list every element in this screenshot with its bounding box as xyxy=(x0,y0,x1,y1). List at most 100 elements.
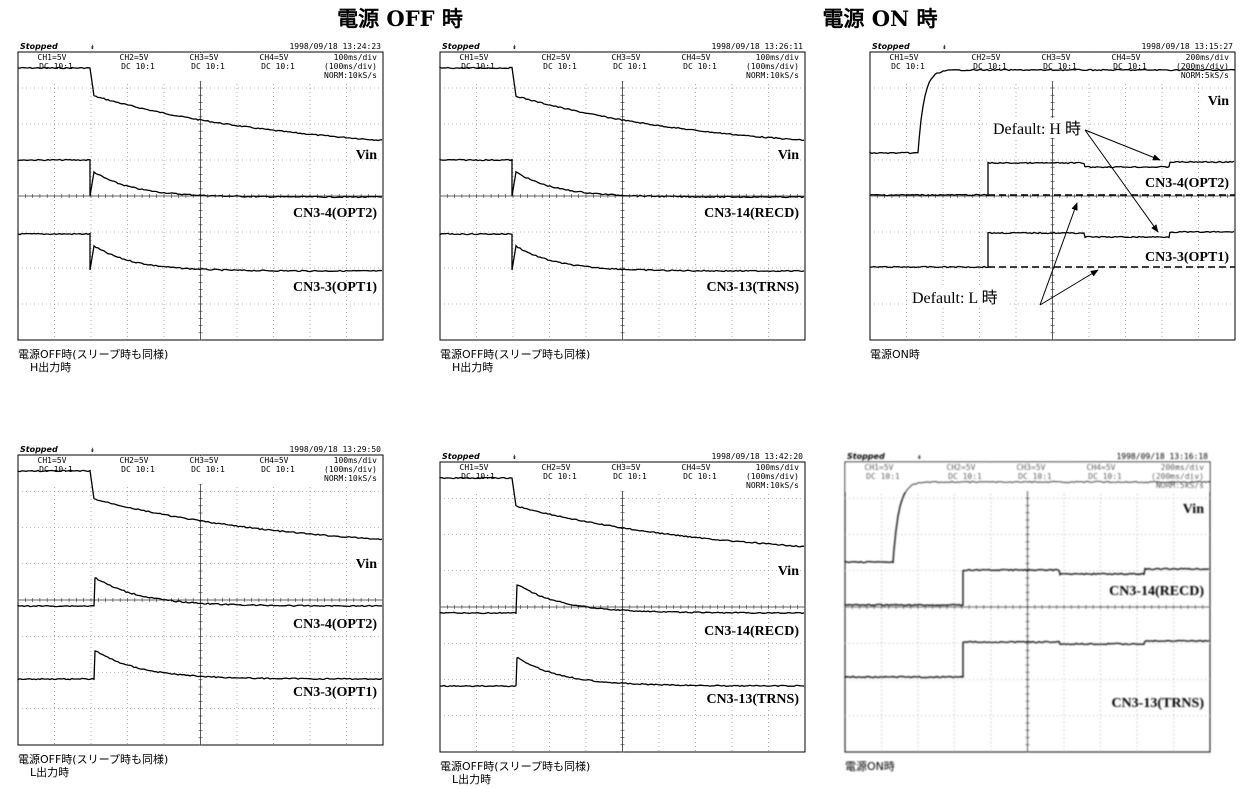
signal-label: CN3-14(RECD) xyxy=(704,624,799,639)
timestamp: 1998/09/18 13:16:18 xyxy=(1116,452,1208,461)
heading: 電源 ON 時 xyxy=(822,6,937,31)
timebase: 200ms/div xyxy=(1161,463,1205,472)
trigger-icon: ↡ xyxy=(512,42,517,51)
channel-scale: CH1=5V xyxy=(865,463,894,472)
channel-probe: DC 10:1 xyxy=(613,62,647,71)
trigger-icon: ↡ xyxy=(512,452,517,461)
status: Stopped xyxy=(442,452,480,461)
channel-scale: CH4=5V xyxy=(1087,463,1116,472)
caption: H出力時 xyxy=(452,361,493,374)
caption: 電源ON時 xyxy=(870,347,920,361)
channel-scale: CH2=5V xyxy=(947,463,976,472)
signal-label: Vin xyxy=(356,557,377,572)
signal-label: CN3-13(TRNS) xyxy=(1111,696,1204,711)
signal-label: CN3-3(OPT1) xyxy=(293,280,377,295)
timestamp: 1998/09/18 13:24:23 xyxy=(289,42,381,51)
caption: 電源OFF時(スリープ時も同様) xyxy=(440,347,590,361)
channel-probe: DC 10:1 xyxy=(121,62,155,71)
channel-scale: CH4=5V xyxy=(260,456,289,465)
channel-scale: CH2=5V xyxy=(120,53,149,62)
channel-probe: DC 10:1 xyxy=(191,465,225,474)
timebase: 100ms/div xyxy=(334,456,378,465)
trigger-icon: ↡ xyxy=(942,42,947,51)
signal-label: CN3-3(OPT1) xyxy=(293,685,377,700)
channel-scale: CH2=5V xyxy=(972,53,1001,62)
channel-probe: DC 10:1 xyxy=(39,62,73,71)
caption: H出力時 xyxy=(30,361,71,374)
heading: 電源 OFF 時 xyxy=(337,6,463,31)
signal-label: CN3-13(TRNS) xyxy=(706,280,799,295)
timebase: (100ms/div) xyxy=(746,62,799,71)
channel-probe: DC 10:1 xyxy=(543,472,577,481)
annotation-arrow xyxy=(1040,270,1098,305)
channel-scale: CH2=5V xyxy=(542,53,571,62)
timebase: 200ms/div xyxy=(1186,53,1230,62)
channel-probe: DC 10:1 xyxy=(191,62,225,71)
channel-scale: CH4=5V xyxy=(682,463,711,472)
channel-probe: DC 10:1 xyxy=(683,62,717,71)
channel-probe: DC 10:1 xyxy=(261,62,295,71)
channel-probe: DC 10:1 xyxy=(461,472,495,481)
channel-scale: CH4=5V xyxy=(260,53,289,62)
waveform xyxy=(440,159,804,197)
status: Stopped xyxy=(847,452,885,461)
caption: 電源ON時 xyxy=(845,759,895,773)
scope-panel: Stopped↡1998/09/18 13:26:11CH1=5VDC 10:1… xyxy=(440,42,805,374)
status: Stopped xyxy=(442,42,480,51)
channel-scale: CH4=5V xyxy=(682,53,711,62)
timebase: (100ms/div) xyxy=(324,465,377,474)
caption: L出力時 xyxy=(30,766,69,779)
signal-label: CN3-14(RECD) xyxy=(1109,584,1204,599)
status: Stopped xyxy=(20,445,58,454)
timestamp: 1998/09/18 13:42:20 xyxy=(711,452,803,461)
channel-scale: CH2=5V xyxy=(120,456,149,465)
channel-probe: DC 10:1 xyxy=(1088,472,1122,481)
channel-scale: CH3=5V xyxy=(1017,463,1046,472)
status: Stopped xyxy=(872,42,910,51)
caption: 電源OFF時(スリープ時も同様) xyxy=(18,347,168,361)
timebase: NORM:5kS/s xyxy=(1181,71,1229,80)
signal-label: CN3-13(TRNS) xyxy=(706,692,799,707)
channel-probe: DC 10:1 xyxy=(39,465,73,474)
annotation: Default: H 時 xyxy=(993,120,1081,138)
channel-scale: CH1=5V xyxy=(890,53,919,62)
channel-scale: CH2=5V xyxy=(542,463,571,472)
channel-probe: DC 10:1 xyxy=(866,472,900,481)
status: Stopped xyxy=(20,42,58,51)
channel-probe: DC 10:1 xyxy=(891,62,925,71)
timestamp: 1998/09/18 13:15:27 xyxy=(1141,42,1233,51)
signal-label: Vin xyxy=(778,148,799,163)
signal-label: Vin xyxy=(356,148,377,163)
signal-label: CN3-4(OPT2) xyxy=(1145,176,1229,191)
channel-scale: CH4=5V xyxy=(1112,53,1141,62)
signal-label: Vin xyxy=(778,564,799,579)
channel-probe: DC 10:1 xyxy=(543,62,577,71)
channel-scale: CH3=5V xyxy=(1042,53,1071,62)
caption: L出力時 xyxy=(452,773,491,786)
waveform xyxy=(18,578,382,607)
signal-label: CN3-3(OPT1) xyxy=(1145,250,1229,265)
channel-scale: CH3=5V xyxy=(612,53,641,62)
page: 電源 OFF 時 電源 ON 時 Stopped ↡ 1998/09/18 13:2… xyxy=(0,0,1249,788)
timestamp: 1998/09/18 13:29:50 xyxy=(289,445,381,454)
channel-scale: CH1=5V xyxy=(460,53,489,62)
annotation: Default: L 時 xyxy=(912,289,998,307)
trigger-icon: ↡ xyxy=(90,42,95,51)
timebase: NORM:10kS/s xyxy=(746,481,799,490)
channel-probe: DC 10:1 xyxy=(261,465,295,474)
timebase: NORM:10kS/s xyxy=(324,71,377,80)
signal-label: CN3-14(RECD) xyxy=(704,206,799,221)
channel-scale: CH3=5V xyxy=(612,463,641,472)
timebase: 100ms/div xyxy=(756,53,800,62)
timebase: 100ms/div xyxy=(334,53,378,62)
channel-scale: CH3=5V xyxy=(190,456,219,465)
timebase: NORM:10kS/s xyxy=(324,474,377,483)
trigger-icon: ↡ xyxy=(90,445,95,454)
channel-probe: DC 10:1 xyxy=(948,472,982,481)
channel-probe: DC 10:1 xyxy=(683,472,717,481)
